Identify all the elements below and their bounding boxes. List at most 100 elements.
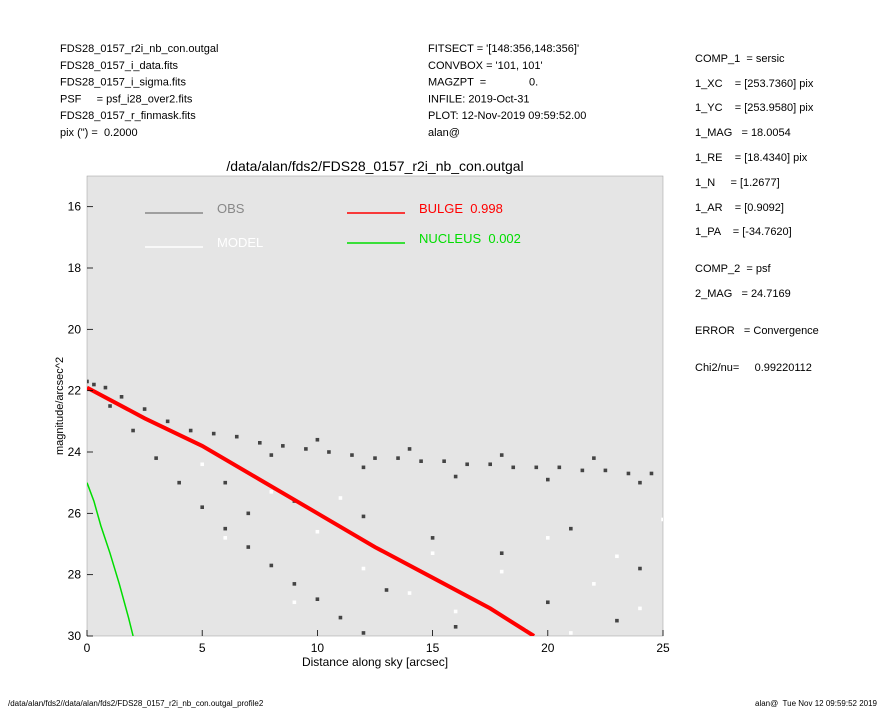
data-point (626, 471, 631, 476)
data-point (499, 453, 504, 457)
header-left-line: pix (") = 0.2000 (60, 127, 138, 139)
data-point (292, 600, 297, 605)
chart-title: /data/alan/fds2/FDS28_0157_r2i_nb_con.ou… (226, 158, 523, 174)
header-middle-line: CONVBOX = '101, 101' (428, 60, 543, 72)
parameter-line: 1_PA = [-34.7620] (695, 226, 792, 238)
data-point (430, 536, 435, 540)
data-point (223, 536, 228, 540)
x-tick-label: 25 (656, 641, 670, 655)
x-tick-label: 0 (84, 641, 91, 655)
data-point (430, 551, 435, 555)
plot-area (86, 175, 664, 637)
parameter-line: 1_RE = [18.4340] pix (695, 152, 808, 164)
data-point (338, 615, 343, 620)
data-point (546, 477, 550, 482)
data-point (92, 382, 96, 387)
parameter-line: 1_AR = [0.9092] (695, 202, 784, 214)
y-tick-label: 20 (68, 322, 82, 336)
data-point (592, 456, 596, 460)
data-point (103, 385, 108, 390)
data-point (649, 471, 654, 476)
data-point (315, 437, 320, 442)
y-tick-label: 18 (68, 261, 82, 275)
data-point (407, 591, 412, 595)
data-point (246, 545, 251, 549)
parameter-line: 1_N = [1.2677] (695, 177, 780, 189)
data-point (453, 609, 458, 614)
data-point (211, 431, 216, 436)
data-point (661, 517, 663, 522)
data-point (315, 597, 320, 601)
y-axis-label: magnitude/arcsec^2 (54, 357, 66, 455)
data-point (569, 631, 573, 635)
footer-left: /data/alan/fds2//data/alan/fds2/FDS28_01… (8, 699, 264, 708)
data-point (188, 428, 193, 433)
data-point (419, 459, 423, 463)
header-left-line: FDS28_0157_r_finmask.fits (60, 110, 196, 122)
data-point (546, 600, 550, 605)
x-axis-label: Distance along sky [arcsec] (302, 655, 448, 669)
data-point (373, 456, 377, 460)
plot-content (87, 379, 663, 636)
data-point (465, 462, 469, 467)
data-point (580, 468, 585, 473)
y-tick-label: 22 (68, 384, 82, 398)
parameter-line: COMP_1 = sersic (695, 53, 785, 65)
data-point (269, 563, 274, 568)
parameter-line: ERROR = Convergence (695, 325, 819, 337)
data-point (350, 453, 354, 457)
data-point (615, 618, 619, 623)
data-point (223, 526, 228, 531)
data-point (269, 453, 274, 457)
data-point (361, 566, 366, 571)
header-middle-line: alan@ (428, 127, 460, 139)
data-point (603, 468, 608, 473)
data-point (269, 490, 274, 494)
data-point (315, 529, 320, 534)
data-point (258, 441, 262, 445)
data-point (200, 462, 204, 467)
data-point (488, 462, 492, 467)
data-point (200, 505, 204, 509)
data-point (361, 465, 366, 470)
data-point (407, 447, 412, 451)
x-tick-label: 10 (311, 641, 325, 655)
data-point (304, 447, 308, 451)
data-point (615, 554, 619, 559)
parameter-line: 1_XC = [253.7360] pix (695, 78, 814, 90)
x-tick-label: 20 (541, 641, 555, 655)
data-point (177, 480, 181, 485)
header-middle-line: MAGZPT = 0. (428, 77, 538, 89)
x-tick-label: 15 (426, 641, 440, 655)
x-tick-label: 5 (199, 641, 206, 655)
data-point (638, 606, 642, 611)
data-point (384, 588, 389, 592)
data-point (87, 379, 89, 384)
legend-label: BULGE 0.998 (419, 201, 503, 216)
parameter-line: Chi2/nu= 0.99220112 (695, 362, 812, 374)
data-point (396, 456, 400, 460)
data-point (234, 434, 239, 439)
data-point (569, 526, 573, 531)
data-point (361, 631, 366, 635)
parameter-line: 1_MAG = 18.0054 (695, 127, 791, 139)
y-tick-label: 16 (68, 200, 82, 214)
y-tick-label: 28 (68, 568, 82, 582)
data-point (223, 480, 228, 485)
data-point (361, 514, 366, 519)
profile-line (87, 385, 536, 636)
data-point (119, 395, 124, 399)
legend-label: OBS (217, 201, 245, 216)
data-point (499, 551, 504, 555)
footer-right: alan@ Tue Nov 12 09:59:52 2019 (755, 699, 878, 708)
data-point (338, 496, 343, 500)
data-point (557, 465, 562, 470)
data-point (281, 444, 285, 448)
legend-label: NUCLEUS 0.002 (419, 231, 521, 246)
legend-label: MODEL (217, 235, 263, 250)
parameter-line: 2_MAG = 24.7169 (695, 288, 791, 300)
data-point (453, 474, 458, 479)
parameter-line: COMP_2 = psf (695, 263, 771, 275)
y-tick-label: 24 (68, 445, 82, 459)
